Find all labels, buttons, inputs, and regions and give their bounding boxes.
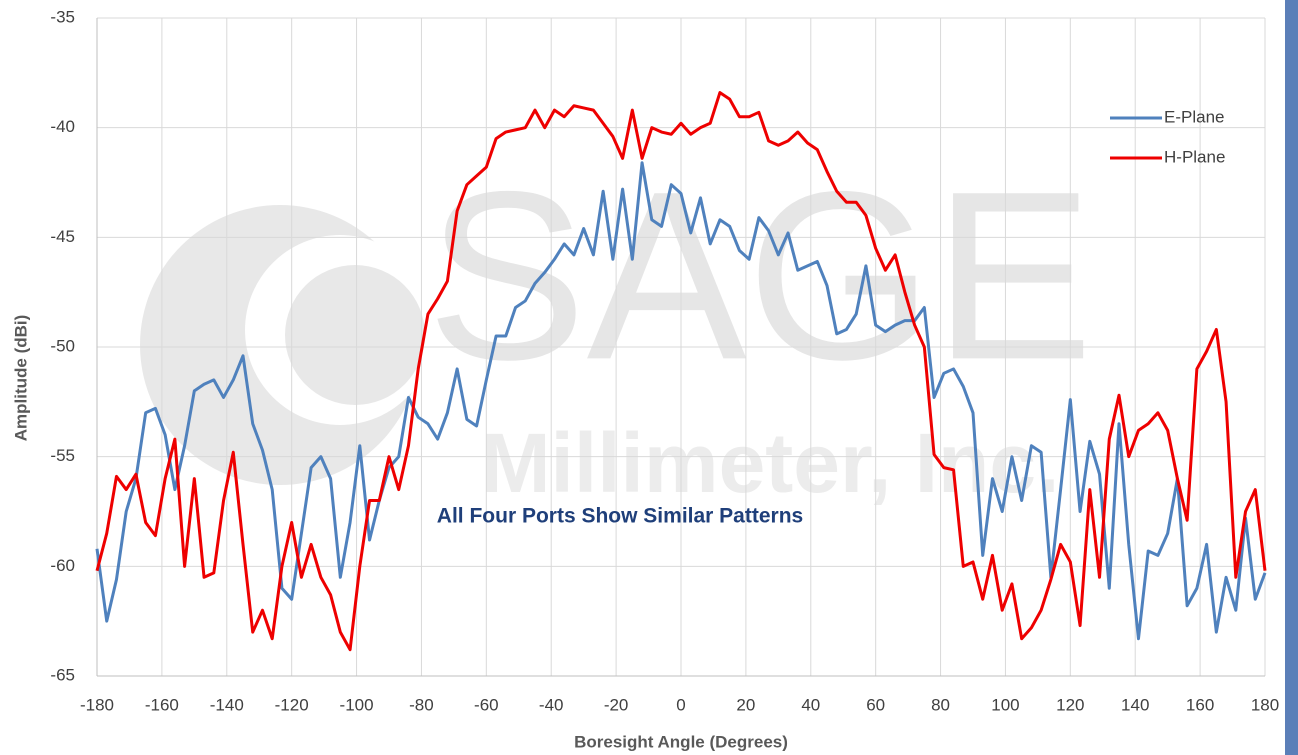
x-tick-label: -80 <box>409 695 434 714</box>
lines <box>95 91 1267 652</box>
x-tick-label: -60 <box>474 695 499 714</box>
x-tick-label: 0 <box>676 695 685 714</box>
watermark-text: SAGE <box>427 141 1094 409</box>
x-tick-label: -160 <box>145 695 179 714</box>
y-tick-label: -65 <box>50 665 75 684</box>
x-tick-label: -20 <box>604 695 629 714</box>
y-tick-label: -50 <box>50 336 75 355</box>
x-tick-label: 160 <box>1186 695 1214 714</box>
legend-label: E-Plane <box>1164 107 1224 126</box>
x-tick-label: 60 <box>866 695 885 714</box>
watermark <box>140 205 435 485</box>
y-tick-label: -45 <box>50 227 75 246</box>
x-tick-label: 40 <box>801 695 820 714</box>
x-tick-label: -180 <box>80 695 114 714</box>
x-tick-label: 180 <box>1251 695 1279 714</box>
logo-inner <box>285 265 425 405</box>
x-tick-label: 20 <box>736 695 755 714</box>
y-axis-title: Amplitude (dBi) <box>11 315 30 442</box>
x-tick-label: 100 <box>991 695 1019 714</box>
x-tick-label: 120 <box>1056 695 1084 714</box>
x-tick-label: -120 <box>275 695 309 714</box>
x-axis-title: Boresight Angle (Degrees) <box>574 732 788 751</box>
series-line <box>95 91 1267 652</box>
y-tick-label: -40 <box>50 117 75 136</box>
legend-label: H-Plane <box>1164 147 1225 166</box>
side-bar <box>1285 0 1298 755</box>
x-tick-label: -140 <box>210 695 244 714</box>
x-tick-label: 140 <box>1121 695 1149 714</box>
annotation: All Four Ports Show Similar Patterns <box>437 505 803 528</box>
grid: -35 -40 -45 -50 -55 -60 -65 -180 -160 -140 -120 -10… <box>50 7 1279 714</box>
series-line <box>95 161 1267 641</box>
y-tick-label: -55 <box>50 446 75 465</box>
watermark-text: Millimeter, Inc. <box>481 416 1060 510</box>
y-tick-label: -35 <box>50 7 75 26</box>
x-tick-label: 80 <box>931 695 950 714</box>
y-tick-label: -60 <box>50 556 75 575</box>
x-tick-label: -100 <box>340 695 374 714</box>
x-tick-label: -40 <box>539 695 564 714</box>
